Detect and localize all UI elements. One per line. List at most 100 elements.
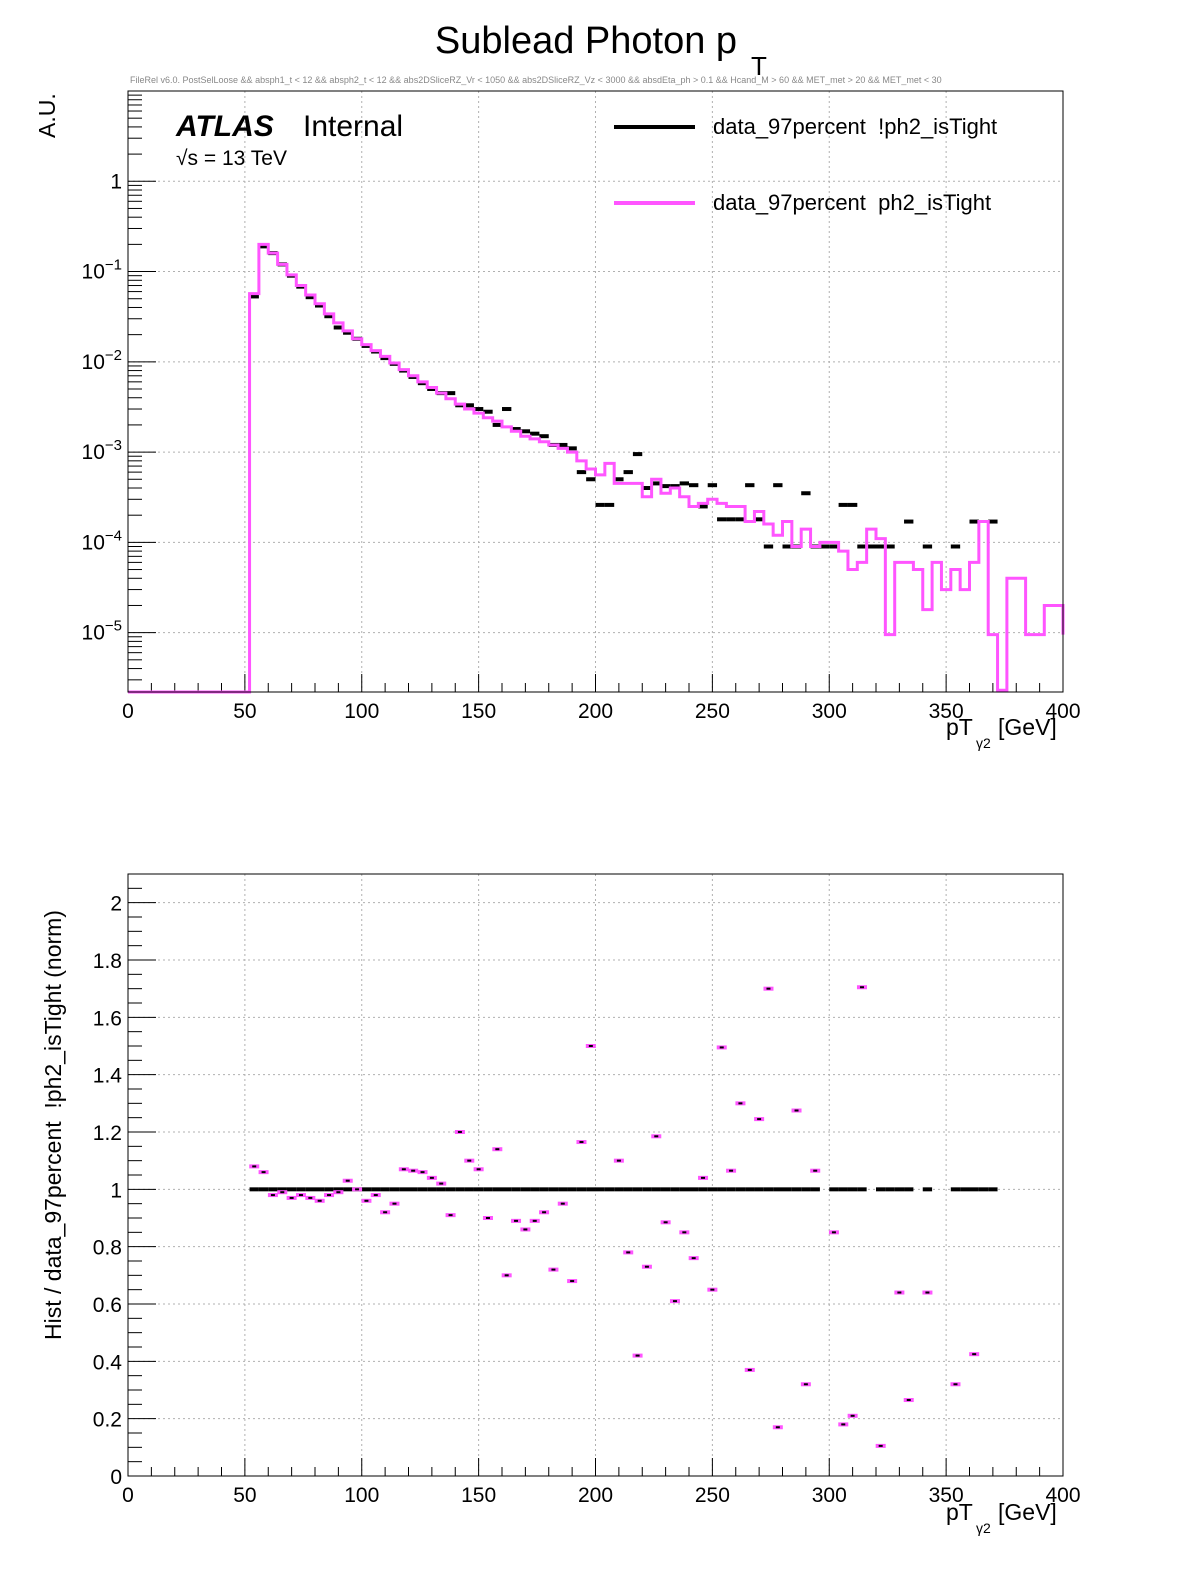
ratio-tight-point-center	[504, 1274, 509, 1277]
ratio-tight-point-center	[317, 1199, 322, 1202]
top-x-axis-label: pT	[946, 714, 973, 740]
ratio-tight-point-center	[710, 1288, 715, 1291]
top-y-axis-label: A.U.	[34, 93, 60, 138]
ratio-tight-point-center	[644, 1265, 649, 1268]
ratio-tight-point-center	[411, 1169, 416, 1172]
ratio-tight-point-center	[897, 1291, 902, 1294]
bottom-x-tick-label: 250	[695, 1484, 730, 1507]
ratio-tight-point-center	[476, 1168, 481, 1171]
ratio-tight-point-center	[495, 1148, 500, 1151]
top-x-tick-label: 0	[122, 700, 134, 723]
ratio-tight-point-center	[467, 1159, 472, 1162]
ratio-tight-point-center	[355, 1188, 360, 1191]
top-y-tick-label: 10−1	[82, 257, 122, 284]
bottom-y-tick-label: 0.4	[93, 1351, 123, 1374]
ratio-tight-point-center	[280, 1191, 285, 1194]
ratio-tight-point-center	[542, 1211, 547, 1214]
ratio-tight-series	[249, 985, 980, 1448]
ratio-tight-point-center	[906, 1399, 911, 1402]
ratio-tight-point-center	[803, 1383, 808, 1386]
ratio-tight-point-center	[289, 1196, 294, 1199]
ratio-tight-point-center	[261, 1171, 266, 1174]
top-y-tick-label: 10−4	[82, 527, 122, 554]
ratio-tight-point-center	[859, 986, 864, 989]
top-y-tick-label: 10−2	[82, 347, 122, 374]
bottom-x-tick-label: 350	[929, 1484, 964, 1507]
chart-title-subscript: T	[751, 51, 767, 81]
ratio-tight-point-center	[813, 1169, 818, 1172]
top-y-tick-label: 10−5	[82, 618, 122, 645]
ratio-tight-point-center	[448, 1214, 453, 1217]
ratio-tight-point-center	[485, 1217, 490, 1219]
top-y-tick-label: 10−3	[82, 437, 122, 464]
top-x-tick-label: 350	[929, 700, 964, 723]
ratio-tight-point-center	[588, 1045, 593, 1047]
ratio-tight-point-center	[532, 1219, 537, 1222]
bottom-y-tick-label: 1	[110, 1179, 122, 1202]
bottom-x-tick-label: 0	[122, 1484, 134, 1507]
bottom-y-tick-label: 2	[110, 893, 122, 916]
bottom-y-tick-label: 1.8	[93, 950, 122, 973]
legend: data_97percent !ph2_isTight data_97perce…	[614, 114, 997, 215]
ratio-tight-point-center	[925, 1291, 930, 1294]
atlas-label: ATLAS	[175, 110, 274, 143]
legend-label-not-tight: data_97percent !ph2_isTight	[713, 114, 997, 139]
bottom-y-tick-label: 0.8	[93, 1237, 122, 1260]
ratio-tight-point-center	[672, 1300, 677, 1303]
bottom-x-axis-label-unit: [GeV]	[998, 1499, 1057, 1525]
bottom-y-tick-label: 1.4	[93, 1065, 123, 1088]
bottom-y-tick-label: 0.2	[93, 1409, 122, 1432]
energy-label: √s = 13 TeV	[176, 147, 287, 170]
top-y-tick-label: 1	[110, 170, 122, 193]
ratio-tight-point-center	[308, 1196, 313, 1199]
bottom-y-axis-label: Hist / data_97percent !ph2_isTight (norm…	[40, 910, 66, 1340]
top-x-tick-label: 250	[695, 700, 730, 723]
atlas-status: Internal	[303, 110, 403, 143]
bottom-x-tick-label: 300	[812, 1484, 847, 1507]
ratio-tight-point-center	[738, 1102, 743, 1105]
bottom-x-tick-label: 50	[233, 1484, 256, 1507]
ratio-tight-point-center	[635, 1354, 640, 1357]
bottom-panel: 0 0.2 0.4 0.6 0.8 1 1.2 1.4 1.6 1.8 2 0 50 100 150 200…	[40, 873, 1081, 1536]
ratio-tight-point-center	[701, 1176, 706, 1179]
ratio-tight-point-center	[794, 1109, 799, 1112]
ratio-tight-point-center	[972, 1353, 977, 1356]
top-plot-frame	[127, 90, 1064, 693]
top-x-axis-label-sub: γ2	[976, 735, 991, 751]
bottom-y-tick-label: 0.6	[93, 1294, 122, 1317]
top-panel: 1 10−1 10−2 10−3 10−4 10−5 0 50 100 150 200 250 300…	[34, 90, 1081, 751]
ratio-tight-point-center	[850, 1414, 855, 1417]
ratio-tight-point-center	[682, 1231, 687, 1234]
ratio-tight-point-center	[514, 1219, 519, 1222]
ratio-tight-point-center	[616, 1159, 621, 1162]
ratio-tight-point-center	[757, 1118, 762, 1121]
chart-title: Sublead Photon p	[435, 20, 737, 62]
ratio-tight-point-center	[626, 1251, 631, 1254]
ratio-tight-point-center	[560, 1202, 565, 1205]
ratio-tight-point-center	[420, 1171, 425, 1174]
ratio-tight-point-center	[570, 1280, 575, 1283]
bottom-x-tick-label: 150	[461, 1484, 496, 1507]
ratio-tight-point-center	[336, 1191, 341, 1194]
bottom-y-tick-label: 1.2	[93, 1122, 122, 1145]
bottom-x-axis-label-sub: γ2	[976, 1520, 991, 1536]
ratio-tight-point-center	[345, 1179, 350, 1182]
ratio-tight-point-center	[252, 1165, 257, 1168]
top-x-tick-label: 400	[1045, 700, 1080, 723]
top-x-tick-label: 200	[578, 700, 613, 723]
ratio-tight-point-center	[523, 1228, 528, 1231]
ratio-tight-point-center	[579, 1141, 584, 1144]
ratio-tight-point-center	[270, 1194, 275, 1197]
tight-series-line	[128, 242, 1065, 694]
ratio-tight-point-center	[766, 987, 771, 990]
ratio-tight-point-center	[392, 1202, 397, 1205]
ratio-tight-point-center	[551, 1268, 556, 1271]
cut-string: FileRel v6.0. PostSelLoose && absph1_t <…	[130, 75, 942, 85]
top-x-tick-label: 100	[344, 700, 379, 723]
bottom-y-tick-label: 1.6	[93, 1007, 122, 1030]
ratio-tight-point-center	[691, 1257, 696, 1260]
ratio-tight-point-center	[429, 1176, 434, 1179]
ratio-tight-point-center	[775, 1426, 780, 1429]
ratio-tight-point-center	[831, 1231, 836, 1234]
